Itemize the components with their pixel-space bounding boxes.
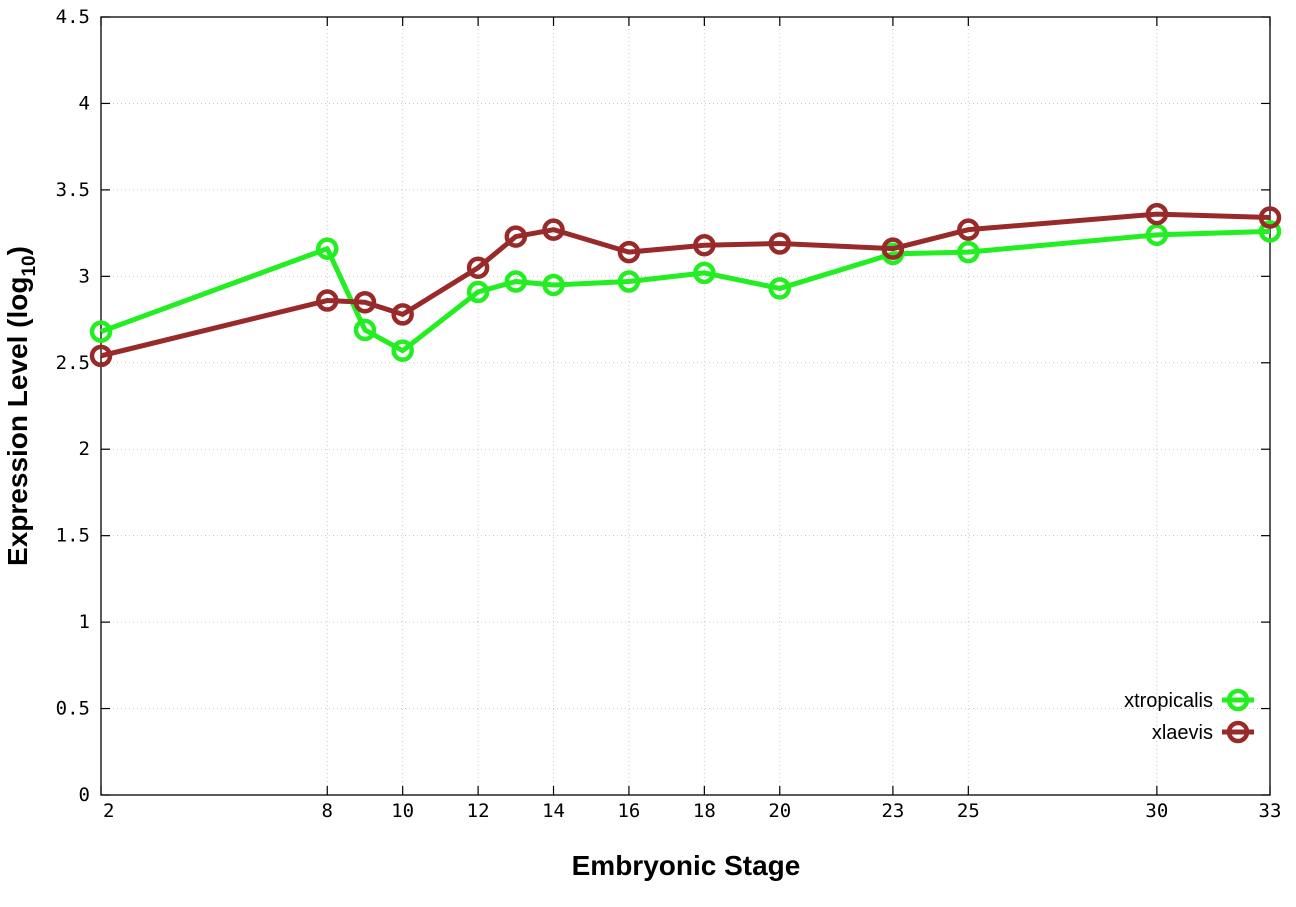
x-tick-label: 10 (391, 800, 414, 822)
legend-label: xtropicalis (1124, 690, 1213, 712)
data-point (617, 240, 641, 264)
data-point (542, 273, 565, 297)
data-point (89, 320, 113, 343)
y-tick-label: 2.5 (56, 352, 90, 374)
x-tick-label: 30 (1145, 800, 1168, 822)
data-point (353, 291, 377, 314)
y-axis-title-subscript: 10 (19, 255, 40, 276)
legend-swatch-marker (1226, 720, 1250, 744)
x-tick-label: 18 (693, 800, 716, 822)
data-point (542, 218, 565, 241)
data-point (881, 237, 905, 260)
x-tick-label: 8 (322, 800, 333, 822)
series-xlaevis (89, 202, 1282, 368)
legend-entry: xtropicalis (1124, 688, 1254, 712)
data-point (693, 261, 716, 285)
axis-ticks: 0 0.5 1 1.5 2 2.5 3 3.5 4 4.5 2 8 10 12 14 16 18 20 23 25 30… (56, 6, 1282, 822)
data-point (466, 280, 490, 304)
series-line (100, 211, 1271, 359)
y-axis-title: Expression Level (log10) (2, 246, 40, 566)
data-point (693, 233, 716, 257)
y-axis-title-main: Expression Level (log (2, 277, 33, 566)
data-point (617, 270, 641, 293)
data-point (466, 256, 490, 279)
y-tick-label: 3 (79, 265, 90, 287)
data-point (89, 344, 113, 368)
data-point (504, 270, 528, 293)
grid-lines (101, 17, 1270, 795)
data-point (316, 289, 339, 312)
y-tick-label: 0.5 (56, 698, 90, 720)
y-axis-title-close: ) (2, 246, 33, 255)
x-tick-label: 33 (1259, 800, 1282, 822)
data-point (957, 218, 980, 241)
y-tick-label: 4 (79, 92, 90, 114)
legend-label: xlaevis (1152, 722, 1213, 744)
y-tick-label: 2 (79, 438, 90, 460)
x-axis-title: Embryonic Stage (572, 850, 801, 881)
x-tick-label: 20 (768, 800, 791, 822)
data-point (391, 303, 414, 326)
x-tick-label: 14 (542, 800, 565, 822)
data-point (353, 318, 377, 342)
series-xtropicalis (89, 220, 1282, 362)
x-tick-label: 23 (881, 800, 904, 822)
legend-swatch-marker (1226, 688, 1250, 712)
data-point (1145, 202, 1169, 226)
data-point (1145, 223, 1169, 247)
x-tick-label: 12 (467, 800, 490, 822)
y-tick-label: 1.5 (56, 525, 90, 547)
y-tick-label: 4.5 (56, 6, 90, 28)
data-point (768, 232, 792, 255)
plot-frame (100, 16, 1271, 796)
data-point (1258, 206, 1282, 229)
y-tick-label: 0 (79, 784, 90, 806)
x-tick-label: 25 (957, 800, 980, 822)
data-point (391, 339, 414, 362)
x-tick-label: 16 (617, 800, 640, 822)
legend-entry: xlaevis (1152, 720, 1254, 744)
legend: xtropicalis xlaevis (1124, 688, 1254, 744)
series-group (89, 202, 1282, 368)
data-point (957, 240, 980, 264)
x-tick-label: 2 (103, 800, 114, 822)
data-point (1258, 220, 1282, 243)
data-point (316, 237, 339, 260)
data-point (768, 277, 792, 300)
y-tick-label: 3.5 (56, 179, 90, 201)
y-tick-label: 1 (79, 611, 90, 633)
data-point (504, 225, 528, 248)
